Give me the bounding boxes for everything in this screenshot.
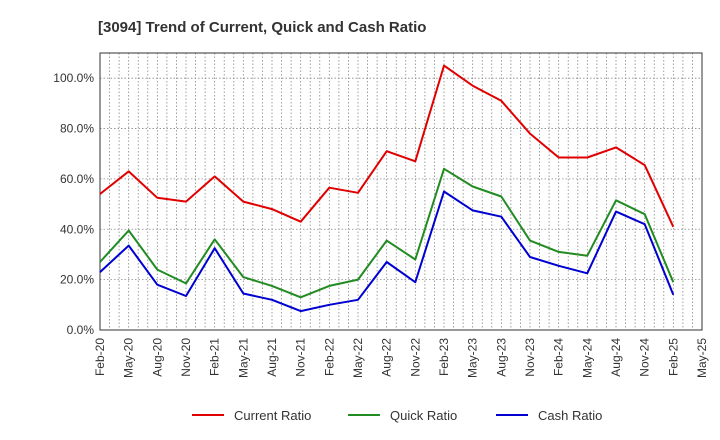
y-tick-label: 80.0% bbox=[60, 122, 94, 136]
legend-label: Quick Ratio bbox=[390, 408, 457, 423]
legend-label: Current Ratio bbox=[234, 408, 311, 423]
x-tick-label: Aug-22 bbox=[380, 338, 394, 377]
series-line-quick-ratio bbox=[99, 167, 675, 299]
x-tick-label: Feb-20 bbox=[93, 338, 107, 376]
x-tick-label: May-23 bbox=[466, 338, 480, 378]
y-tick-label: 40.0% bbox=[60, 222, 94, 236]
x-tick-label: Nov-20 bbox=[179, 338, 193, 377]
x-tick-label: May-20 bbox=[122, 338, 136, 378]
x-tick-label: Nov-23 bbox=[523, 338, 537, 377]
x-tick-label: Feb-24 bbox=[552, 338, 566, 376]
x-tick-label: Aug-20 bbox=[150, 338, 164, 377]
x-axis: Feb-20 May-20 Aug-20 Nov-20 Feb-21 May-21 Aug-… bbox=[93, 338, 709, 378]
x-tick-label: Aug-21 bbox=[265, 338, 279, 377]
legend: Current Ratio Quick Ratio Cash Ratio bbox=[192, 408, 602, 423]
grid-layer bbox=[99, 53, 703, 331]
x-tick-label: Aug-23 bbox=[494, 338, 508, 377]
x-tick-label: Aug-24 bbox=[609, 338, 623, 377]
x-tick-label: May-22 bbox=[351, 338, 365, 378]
x-tick-label: Feb-25 bbox=[666, 338, 680, 376]
x-tick-label: May-25 bbox=[695, 338, 709, 378]
chart-title: [3094] Trend of Current, Quick and Cash … bbox=[98, 19, 426, 36]
y-tick-label: 60.0% bbox=[60, 172, 94, 186]
series-layer bbox=[99, 64, 675, 313]
plot-frame bbox=[99, 52, 703, 331]
x-tick-label: May-24 bbox=[580, 338, 594, 378]
x-tick-label: Feb-22 bbox=[322, 338, 336, 376]
x-tick-label: May-21 bbox=[236, 338, 250, 378]
x-tick-label: Feb-21 bbox=[208, 338, 222, 376]
x-tick-label: Feb-23 bbox=[437, 338, 451, 376]
x-tick-label: Nov-22 bbox=[408, 338, 422, 377]
legend-label: Cash Ratio bbox=[538, 408, 602, 423]
y-axis: 0.0% 20.0% 40.0% 60.0% 80.0% 100.0% bbox=[53, 71, 94, 337]
series-line-cash-ratio bbox=[99, 190, 675, 313]
y-tick-label: 100.0% bbox=[53, 71, 94, 85]
y-tick-label: 20.0% bbox=[60, 273, 94, 287]
x-tick-label: Nov-21 bbox=[294, 338, 308, 377]
x-tick-label: Nov-24 bbox=[638, 338, 652, 377]
series-line-current-ratio bbox=[99, 64, 675, 228]
y-tick-label: 0.0% bbox=[67, 323, 95, 337]
